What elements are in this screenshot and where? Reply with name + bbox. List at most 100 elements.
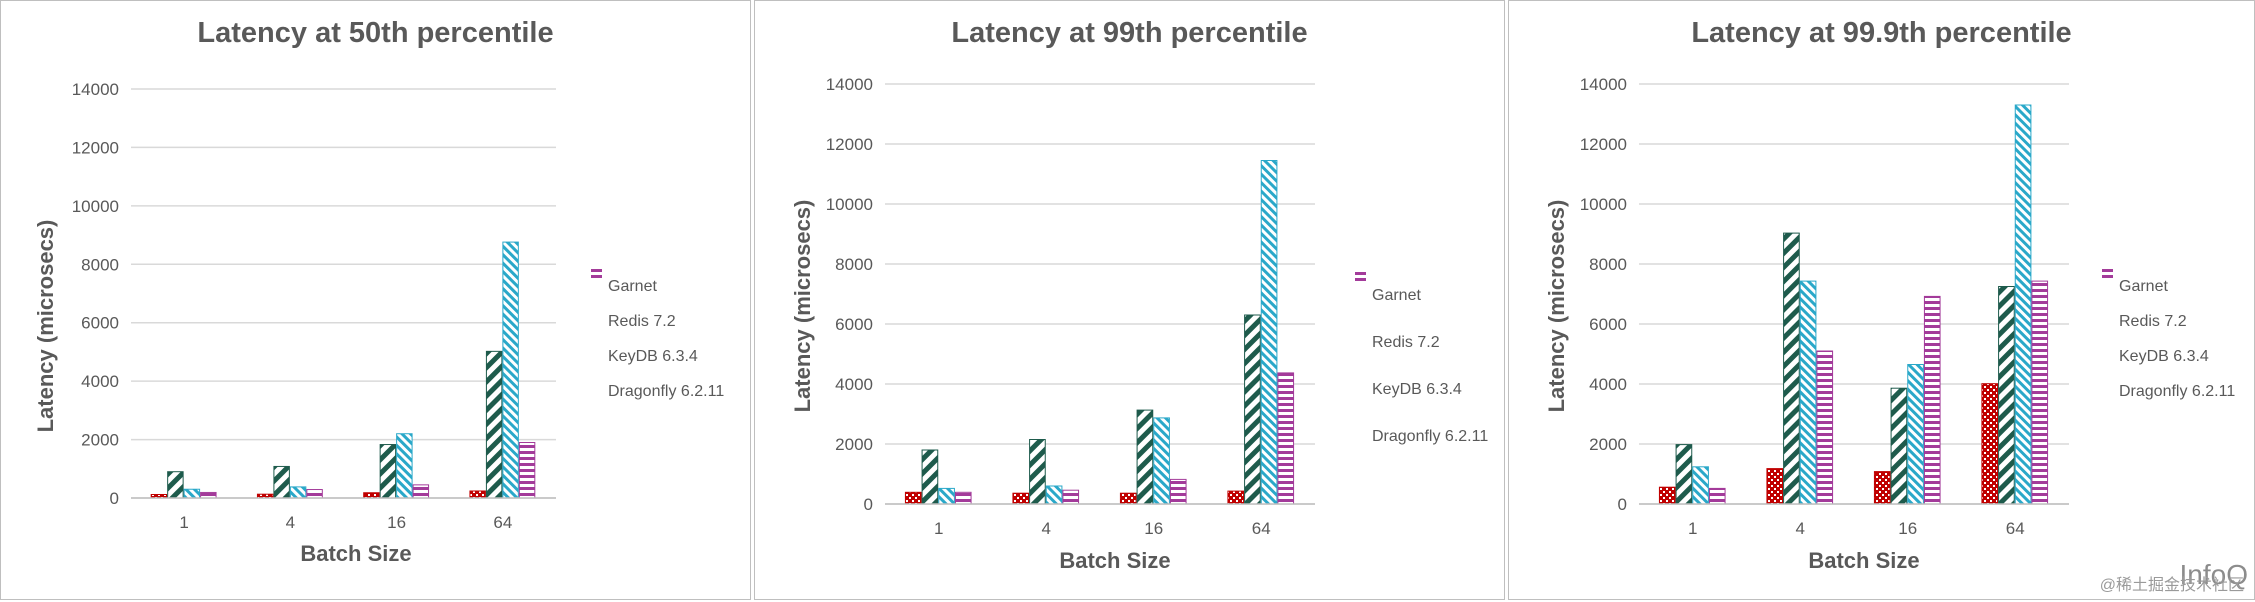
- bar-garnet-16: [1873, 471, 1891, 505]
- y-axis-title: Latency (microsecs): [33, 219, 58, 433]
- x-tick-label: 1: [179, 513, 188, 532]
- y-tick-label: 2000: [1589, 435, 1627, 454]
- legend-swatch-redis: [591, 269, 602, 327]
- bar-garnet-4: [1766, 468, 1784, 505]
- y-tick-label: 12000: [72, 138, 119, 157]
- bar-dragonfly-6-2-11-64: [2031, 280, 2049, 505]
- bar-garnet-16: [1119, 492, 1137, 505]
- bar-redis-7-2-1: [1675, 444, 1693, 505]
- legend-label: Garnet: [1372, 286, 1421, 304]
- y-tick-label: 8000: [835, 255, 873, 274]
- legend-label: KeyDB 6.3.4: [608, 347, 698, 365]
- y-tick-label: 10000: [826, 195, 873, 214]
- legend-label: Dragonfly 6.2.11: [608, 382, 725, 400]
- watermark-logo: InfoQ: [2179, 559, 2248, 590]
- legend-item-dragonfly: Dragonfly 6.2.11: [2102, 269, 2236, 409]
- bar-chart-p999: 0 2000 4000 6000 8000 10000 12000 14000 1 4 16 64: [1580, 75, 2069, 538]
- legend-item-redis: Redis 7.2: [1355, 272, 1488, 366]
- bar-keydb-6-3-4-64: [502, 241, 519, 499]
- legend-label: Redis 7.2: [1372, 333, 1440, 351]
- legend-swatch-keydb: [591, 269, 602, 362]
- y-tick-label: 14000: [1580, 75, 1627, 94]
- bar-keydb-6-3-4-64: [1260, 160, 1278, 505]
- x-axis-title: Batch Size: [1059, 548, 1171, 573]
- legend-swatch-keydb: [2102, 269, 2113, 362]
- bar-redis-7-2-16: [1890, 387, 1908, 505]
- x-axis-title: Batch Size: [1808, 548, 1920, 573]
- y-tick-label: 14000: [72, 80, 119, 99]
- x-tick-label: 64: [2006, 519, 2025, 538]
- x-tick-label: 64: [493, 513, 512, 532]
- bar-keydb-6-3-4-1: [938, 487, 955, 505]
- bar-redis-7-2-4: [1029, 439, 1046, 505]
- x-tick-label: 4: [1796, 519, 1805, 538]
- legend-swatch-garnet: [2102, 269, 2113, 292]
- bar-keydb-6-3-4-1: [183, 488, 201, 499]
- chart-panel-p99: Latency at 99th percentile 0 2000 4000 6000…: [754, 0, 1505, 600]
- legend-item-garnet: Garnet: [2102, 269, 2235, 304]
- legend-label: Redis 7.2: [2119, 312, 2187, 330]
- y-tick-label: 14000: [826, 75, 873, 94]
- bar-keydb-6-3-4-16: [396, 433, 413, 499]
- y-tick-label: 4000: [1589, 375, 1627, 394]
- bar-garnet-64: [1227, 490, 1245, 505]
- legend: Garnet Redis 7.2 KeyDB 6.3.4 Dragonfly 6…: [591, 269, 724, 409]
- watermark-text: @稀土掘金技术社区: [2099, 577, 2244, 594]
- bar-redis-7-2-64: [1998, 286, 2015, 505]
- legend-item-keydb: KeyDB 6.3.4: [2102, 269, 2235, 374]
- y-tick-label: 6000: [1589, 315, 1627, 334]
- bar-keydb-6-3-4-64: [2014, 104, 2032, 505]
- bar-redis-7-2-64: [1244, 314, 1261, 505]
- bar-garnet-16: [363, 492, 380, 499]
- legend-label: Dragonfly 6.2.11: [2119, 382, 2236, 400]
- bar-redis-7-2-4: [273, 465, 290, 499]
- y-tick-label: 6000: [81, 314, 119, 333]
- y-axis-title: Latency (microsecs): [790, 199, 815, 413]
- legend-item-dragonfly: Dragonfly 6.2.11: [591, 269, 725, 409]
- x-tick-label: 64: [1252, 519, 1271, 538]
- bar-dragonfly-6-2-11-4: [306, 489, 323, 499]
- chart-panel-p50: Latency at 50th percentile 0 2000 4000 6000…: [0, 0, 751, 600]
- legend-swatch-redis: [2102, 269, 2113, 327]
- bar-redis-7-2-64: [485, 350, 503, 499]
- bar-garnet-1: [904, 491, 922, 505]
- chart-panel-p999: Latency at 99.9th percentile 0 2000 4000 60…: [1508, 0, 2255, 600]
- legend-swatch-redis: [1355, 272, 1366, 348]
- bar-redis-7-2-16: [379, 444, 397, 499]
- y-tick-label: 10000: [1580, 195, 1627, 214]
- legend-swatch-dragonfly: [591, 269, 602, 397]
- bar-keydb-6-3-4-16: [1153, 417, 1170, 505]
- y-tick-label: 12000: [1580, 135, 1627, 154]
- bar-redis-7-2-1: [167, 471, 184, 499]
- bar-keydb-6-3-4-4: [1045, 485, 1063, 505]
- y-tick-label: 4000: [81, 372, 119, 391]
- legend: Garnet Redis 7.2 KeyDB 6.3.4 Dragonfly 6…: [1355, 272, 1488, 460]
- legend-swatch-dragonfly: [2102, 269, 2113, 397]
- legend-swatch-keydb: [1355, 272, 1366, 395]
- x-tick-label: 16: [1898, 519, 1917, 538]
- chart-title: Latency at 99th percentile: [951, 17, 1308, 49]
- bar-redis-7-2-1: [921, 449, 939, 505]
- legend-item-keydb: KeyDB 6.3.4: [1355, 272, 1488, 413]
- bar-redis-7-2-16: [1136, 409, 1154, 505]
- legend-label: Garnet: [608, 277, 657, 295]
- legend-label: Dragonfly 6.2.11: [1372, 427, 1489, 445]
- bar-garnet-4: [1012, 492, 1030, 505]
- y-tick-label: 10000: [72, 197, 119, 216]
- legend-label: KeyDB 6.3.4: [2119, 347, 2209, 365]
- bar-dragonfly-6-2-11-64: [1277, 372, 1295, 505]
- bar-garnet-1: [1658, 486, 1676, 505]
- bar-dragonfly-6-2-11-4: [1062, 489, 1080, 505]
- bar-dragonfly-6-2-11-16: [1923, 295, 1941, 505]
- legend-item-garnet: Garnet: [1355, 272, 1488, 319]
- x-axis-title: Batch Size: [300, 541, 412, 566]
- bar-keydb-6-3-4-4: [289, 486, 307, 499]
- y-tick-label: 2000: [81, 431, 119, 450]
- x-tick-label: 4: [286, 513, 295, 532]
- legend-item-dragonfly: Dragonfly 6.2.11: [1355, 272, 1489, 460]
- bar-keydb-6-3-4-1: [1692, 466, 1709, 505]
- y-tick-label: 0: [864, 495, 873, 514]
- bar-keydb-6-3-4-16: [1907, 364, 1924, 505]
- legend-item-garnet: Garnet: [591, 269, 724, 304]
- legend-item-keydb: KeyDB 6.3.4: [591, 269, 724, 374]
